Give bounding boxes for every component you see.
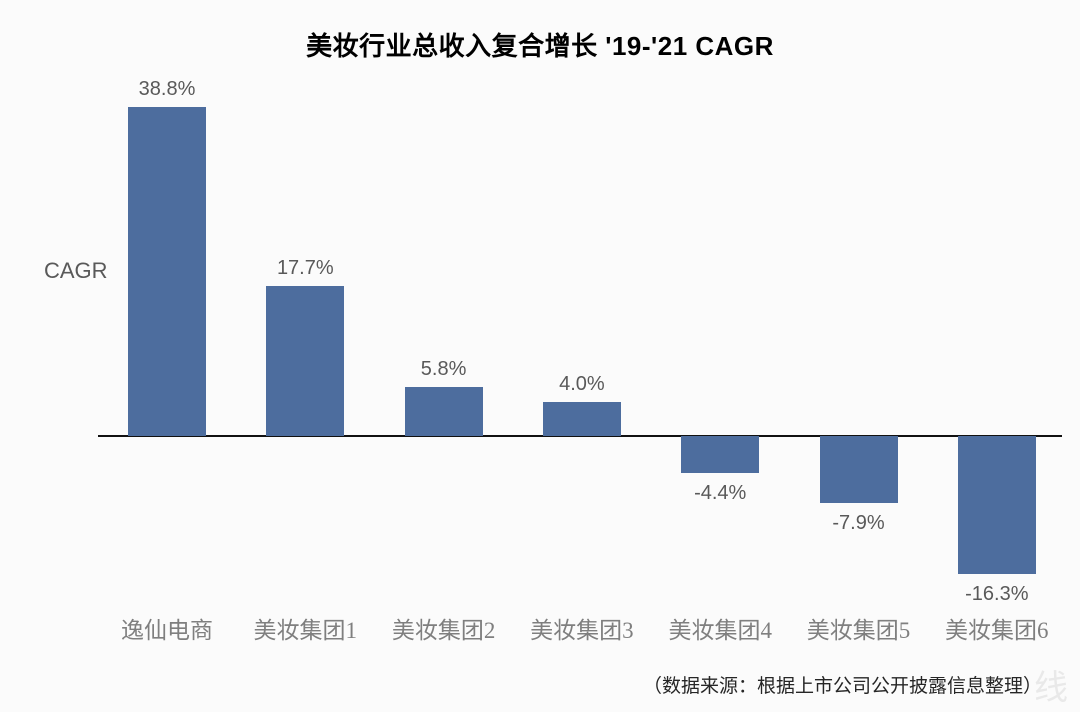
- value-label: -7.9%: [832, 511, 885, 534]
- bar-美妆集团1: [266, 285, 345, 436]
- bar-逸仙电商: [128, 106, 206, 436]
- value-label: 38.8%: [138, 77, 196, 100]
- category-label: 美妆集团4: [668, 618, 772, 643]
- bar-美妆集团4: [681, 436, 760, 474]
- bar-美妆集团3: [542, 402, 621, 436]
- value-label: -16.3%: [965, 583, 1029, 606]
- category-label: 美妆集团2: [391, 618, 496, 643]
- value-label: 5.8%: [420, 357, 467, 380]
- value-label: 4.0%: [559, 373, 605, 396]
- value-label: -4.4%: [694, 482, 747, 505]
- category-label: 美妆集团5: [806, 618, 911, 643]
- value-label: 17.7%: [276, 256, 334, 279]
- source-note: （数据来源：根据上市公司公开披露信息整理）: [642, 676, 1042, 697]
- y-axis-label: CAGR: [44, 258, 108, 283]
- category-label: 美妆集团1: [253, 618, 358, 643]
- chart-title: 美妆行业总收入复合增长 '19-'21 CAGR: [306, 31, 774, 61]
- category-label: 逸仙电商: [121, 618, 213, 643]
- bar-美妆集团5: [819, 436, 898, 503]
- bar-美妆集团2: [404, 386, 483, 436]
- bar-美妆集团6: [957, 436, 1036, 575]
- category-label: 美妆集团6: [945, 618, 1049, 643]
- category-label: 美妆集团3: [530, 618, 634, 643]
- x-axis-zero-line: [98, 435, 1062, 437]
- watermark-text: 线: [1034, 670, 1068, 707]
